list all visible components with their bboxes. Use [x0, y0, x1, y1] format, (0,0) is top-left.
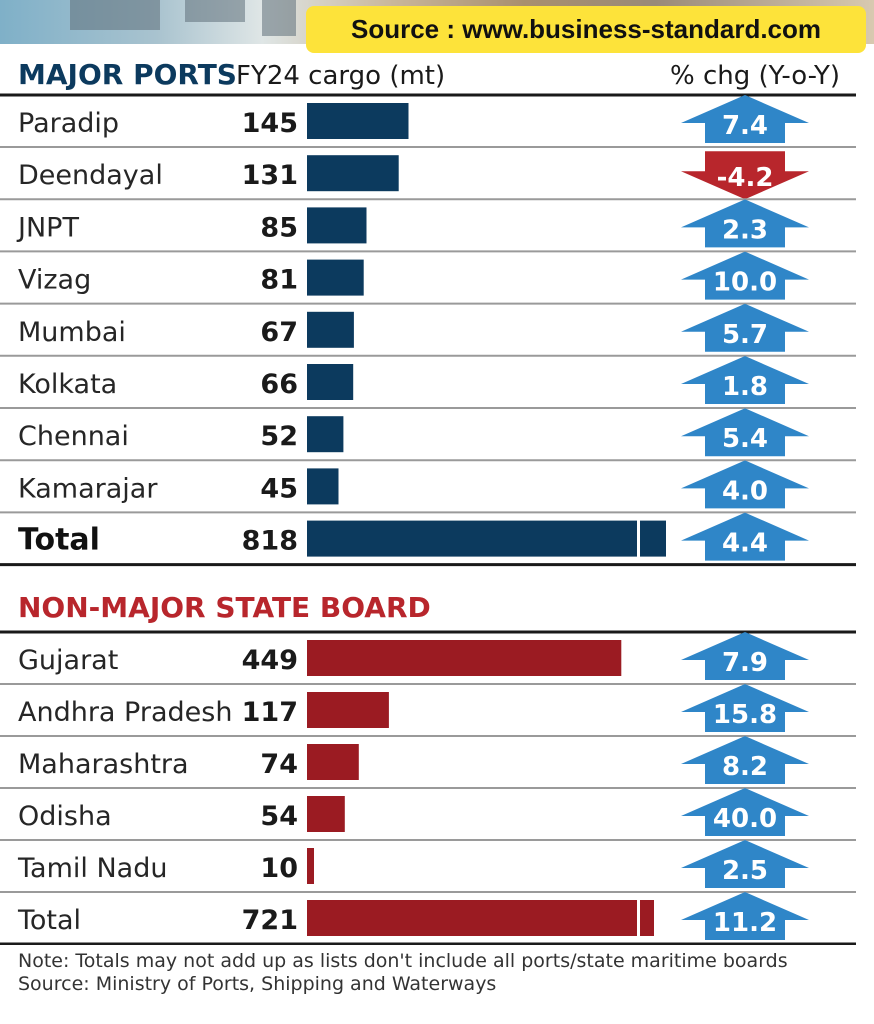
g1-1-change-label: 15.8 [713, 700, 777, 730]
g0-2-value-label: 85 [260, 212, 298, 243]
g0-total-bar-tail [640, 520, 666, 557]
g0-1-arrow [681, 151, 809, 200]
g0-4-bar [307, 311, 354, 348]
g0-3-category-label: Vizag [18, 265, 91, 296]
g1-total-arrow [681, 892, 809, 940]
g0-7-change-label: 4.0 [722, 476, 768, 506]
note-line-2: Source: Ministry of Ports, Shipping and … [18, 973, 497, 995]
g0-4-change-label: 5.7 [722, 320, 768, 350]
g0-6-arrow [681, 408, 809, 457]
note-line-1: Note: Totals may not add up as lists don… [18, 950, 788, 972]
g1-4-value-label: 10 [260, 853, 298, 884]
g1-0-bar [307, 640, 622, 676]
g1-0-value-label: 449 [242, 645, 298, 676]
g0-1-value-label: 131 [242, 160, 298, 191]
g0-0-arrow [681, 95, 809, 143]
g1-2-change-label: 8.2 [722, 752, 768, 782]
g1-4-change-label: 2.5 [722, 856, 768, 886]
g1-1-arrow [681, 684, 809, 732]
g0-7-category-label: Kamarajar [18, 473, 158, 504]
g1-3-bar [307, 796, 345, 832]
g1-2-arrow [681, 736, 809, 784]
g0-2-change-label: 2.3 [722, 215, 768, 245]
g1-2-bar [307, 744, 359, 780]
change-column-header: % chg (Y-o-Y) [670, 61, 840, 91]
g1-0-arrow [681, 632, 809, 680]
cargo-chart: MAJOR PORTS FY24 cargo (mt) % chg (Y-o-Y) P… [0, 58, 856, 945]
g0-5-category-label: Kolkata [18, 369, 117, 400]
g1-3-category-label: Odisha [18, 801, 112, 832]
g1-3-arrow [681, 788, 809, 836]
g1-4-bar [307, 848, 314, 884]
non-major-title: NON-MAJOR STATE BOARD [18, 591, 431, 624]
g1-1-bar [307, 692, 389, 728]
g1-2-value-label: 74 [260, 749, 298, 780]
g0-0-category-label: Paradip [18, 108, 119, 139]
g0-6-change-label: 5.4 [722, 424, 768, 454]
major-ports-title: MAJOR PORTS [18, 58, 237, 91]
g0-1-category-label: Deendayal [18, 160, 163, 191]
g0-1-change-label: -4.2 [717, 163, 774, 193]
g0-5-arrow [681, 356, 809, 404]
g0-total-change-label: 4.4 [722, 529, 768, 559]
g1-3-value-label: 54 [260, 801, 298, 832]
g0-5-bar [307, 364, 354, 400]
g0-7-arrow [681, 460, 809, 509]
g0-6-value-label: 52 [260, 421, 298, 452]
g1-total-value-label: 721 [242, 905, 298, 936]
g0-total-bar [307, 520, 637, 557]
g0-2-bar [307, 207, 367, 244]
g1-3-change-label: 40.0 [713, 804, 777, 834]
g0-3-bar [307, 259, 364, 296]
g0-0-value-label: 145 [242, 108, 298, 139]
g0-3-value-label: 81 [260, 265, 298, 296]
g0-4-value-label: 67 [260, 317, 298, 348]
g1-4-category-label: Tamil Nadu [17, 853, 167, 884]
g0-6-bar [307, 416, 344, 453]
g0-total-value-label: 818 [242, 526, 298, 557]
g0-0-bar [307, 103, 409, 139]
g1-1-category-label: Andhra Pradesh [18, 697, 232, 728]
g0-5-value-label: 66 [260, 369, 298, 400]
cargo-column-header: FY24 cargo (mt) [236, 61, 445, 91]
g1-4-arrow [681, 840, 809, 888]
g0-total-category-label: Total [18, 523, 100, 558]
g0-2-category-label: JNPT [16, 212, 79, 243]
g0-1-bar [307, 155, 399, 192]
g0-7-value-label: 45 [260, 473, 298, 504]
g0-3-change-label: 10.0 [713, 268, 777, 298]
g0-7-bar [307, 468, 339, 505]
g1-total-change-label: 11.2 [713, 908, 777, 938]
g1-0-change-label: 7.9 [722, 648, 768, 678]
g0-4-category-label: Mumbai [18, 317, 126, 348]
g0-total-arrow [681, 512, 809, 561]
g1-2-category-label: Maharashtra [18, 749, 189, 780]
g1-total-category-label: Total [17, 905, 81, 936]
g0-2-arrow [681, 199, 809, 248]
g0-3-arrow [681, 251, 809, 300]
chart-note: Note: Totals may not add up as lists don… [18, 950, 868, 996]
g0-6-category-label: Chennai [18, 421, 129, 452]
g0-0-change-label: 7.4 [722, 111, 768, 141]
g0-4-arrow [681, 303, 809, 352]
g1-0-category-label: Gujarat [18, 645, 118, 676]
g1-1-value-label: 117 [242, 697, 298, 728]
g0-5-change-label: 1.8 [722, 372, 768, 402]
g1-total-bar [307, 900, 637, 936]
source-banner: Source : www.business-standard.com [306, 6, 866, 53]
g1-total-bar-tail [640, 900, 654, 936]
